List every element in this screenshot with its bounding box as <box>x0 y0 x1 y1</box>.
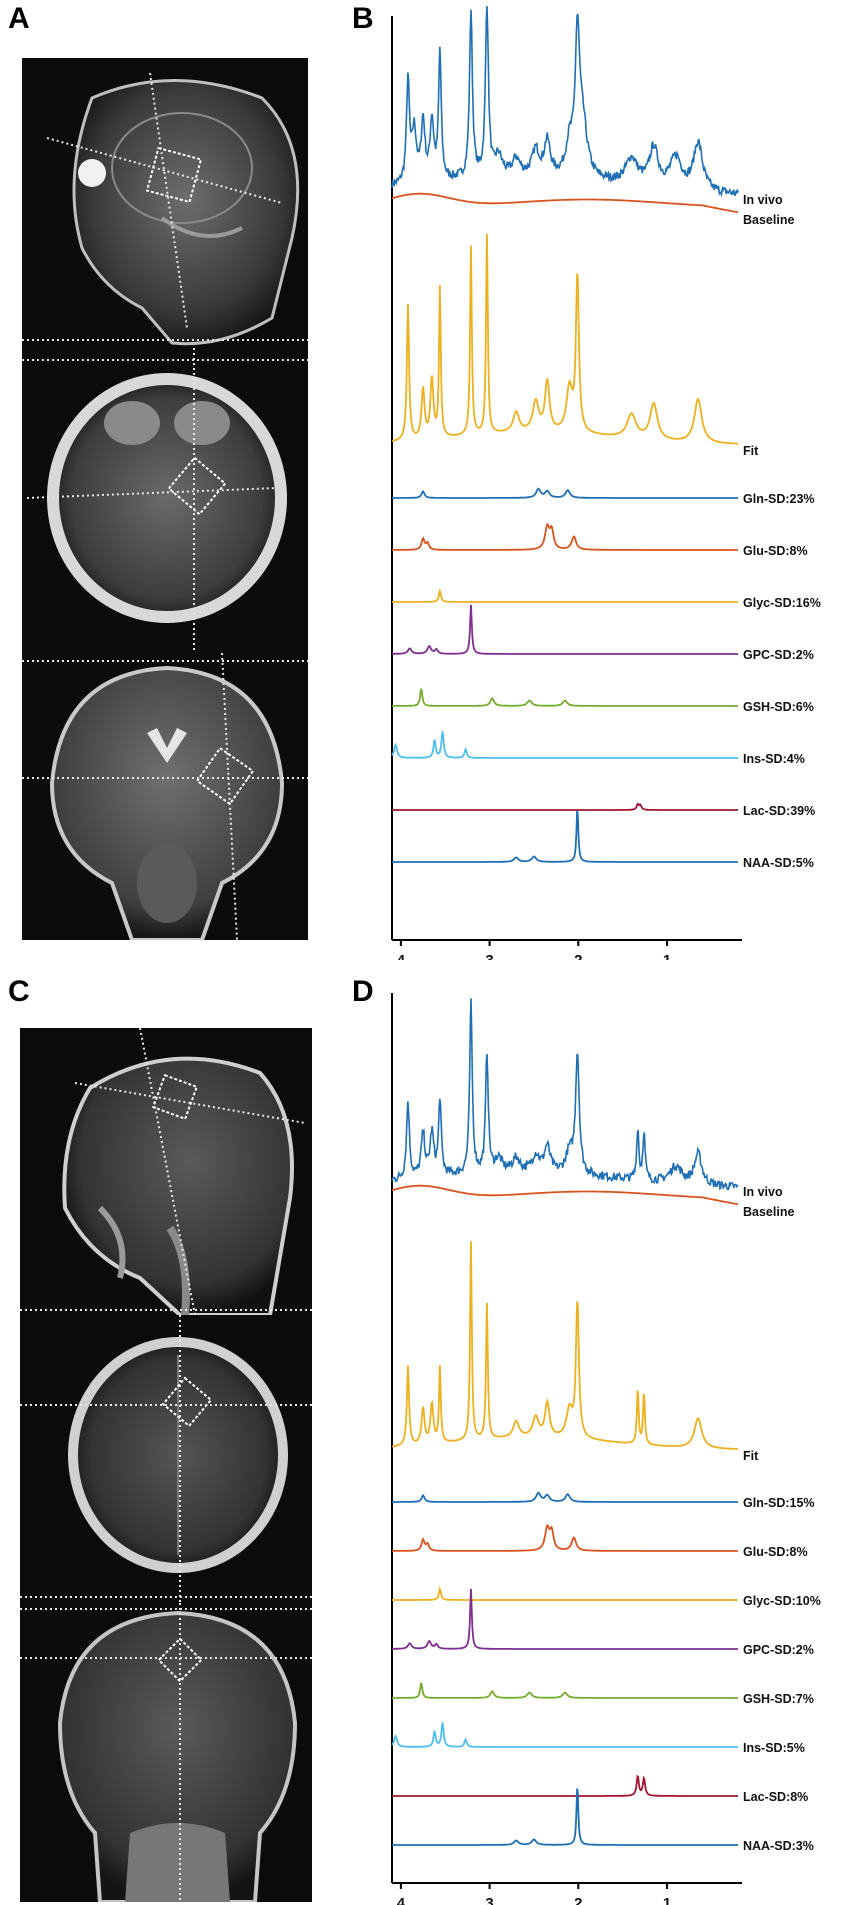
axial-brain-image <box>20 1315 312 1603</box>
series-line-gln <box>392 1491 738 1503</box>
x-tick-label: 4 <box>397 1895 406 1905</box>
mri-sagittal-view <box>20 1028 312 1315</box>
mri-stack-a <box>22 58 308 940</box>
series-line-baseline <box>391 192 739 214</box>
series-line-gpc <box>392 1588 738 1650</box>
series-label-naa: NAA-SD:5% <box>743 856 814 870</box>
series-line-gsh <box>392 1682 738 1699</box>
series-label-in-vivo: In vivo <box>743 1185 783 1199</box>
series-label-gln: Gln-SD:15% <box>743 1496 815 1510</box>
panel-letter-d: D <box>352 975 374 1008</box>
series-line-ins <box>391 730 738 759</box>
x-tick-label: 2 <box>574 1895 582 1905</box>
x-tick-label: 2 <box>574 952 582 960</box>
coronal-brain-image <box>22 653 308 940</box>
panel-letter-a: A <box>8 2 30 35</box>
axial-brain-image <box>22 348 308 653</box>
series-label-gsh: GSH-SD:7% <box>743 1692 814 1706</box>
series-line-baseline <box>391 1184 739 1206</box>
series-label-in-vivo: In vivo <box>743 193 783 207</box>
series-line-in-vivo <box>391 6 739 198</box>
series-label-glu: Glu-SD:8% <box>743 544 808 558</box>
series-label-naa: NAA-SD:3% <box>743 1839 814 1853</box>
series-label-glyc: Glyc-SD:10% <box>743 1594 821 1608</box>
series-line-in-vivo <box>391 998 739 1191</box>
x-tick-label: 4 <box>397 952 406 960</box>
series-label-glu: Glu-SD:8% <box>743 1545 808 1559</box>
series-line-glu <box>392 1523 738 1552</box>
spectrum-chart-b: 4 3 2 1 In vivo Baseline Fit Gln-SD:23% Glu-SD:8… <box>391 6 821 960</box>
series-label-fit: Fit <box>743 444 759 458</box>
x-tick-label: 3 <box>485 1895 493 1905</box>
series-label-lac: Lac-SD:39% <box>743 804 815 818</box>
series-label-baseline: Baseline <box>743 1205 794 1219</box>
series-line-lac <box>392 802 738 811</box>
series-label-gsh: GSH-SD:6% <box>743 700 814 714</box>
series-label-glyc: Glyc-SD:16% <box>743 596 821 610</box>
series-label-ins: Ins-SD:4% <box>743 752 805 766</box>
series-label-gln: Gln-SD:23% <box>743 492 815 506</box>
series-line-glyc <box>392 1585 738 1601</box>
panel-letter-c: C <box>8 975 30 1008</box>
series-label-gpc: GPC-SD:2% <box>743 1643 814 1657</box>
mri-stack-c <box>20 1028 312 1902</box>
series-line-naa <box>392 810 738 863</box>
series-label-baseline: Baseline <box>743 213 794 227</box>
series-label-ins: Ins-SD:5% <box>743 1741 805 1755</box>
series-label-lac: Lac-SD:8% <box>743 1790 808 1804</box>
series-line-ins <box>391 1722 738 1748</box>
sagittal-brain-image <box>22 72 308 346</box>
mri-coronal-view <box>20 1603 312 1902</box>
series-line-glyc <box>392 587 738 603</box>
series-line-fit <box>391 1241 738 1450</box>
series-line-gsh <box>392 688 738 707</box>
series-line-fit <box>391 233 738 445</box>
series-line-naa <box>392 1788 738 1846</box>
series-line-glu <box>392 522 738 551</box>
x-tick-label: 3 <box>485 952 493 960</box>
series-line-gln <box>392 487 738 499</box>
x-tick-label: 1 <box>663 952 671 960</box>
series-line-gpc <box>392 604 738 655</box>
x-tick-label: 1 <box>663 1895 671 1905</box>
panel-letter-b: B <box>352 2 374 35</box>
mri-sagittal-view <box>22 58 308 348</box>
series-line-lac <box>392 1774 738 1797</box>
series-label-fit: Fit <box>743 1449 759 1463</box>
mri-axial-view <box>22 348 308 653</box>
coronal-brain-image <box>20 1603 312 1902</box>
series-label-gpc: GPC-SD:2% <box>743 648 814 662</box>
spectrum-chart-d: 4 3 2 1 In vivo Baseline Fit Gln-SD:15% Glu-SD:8… <box>391 993 821 1905</box>
mri-axial-view <box>20 1315 312 1603</box>
mri-coronal-view <box>22 653 308 940</box>
sagittal-brain-image <box>20 1028 312 1315</box>
